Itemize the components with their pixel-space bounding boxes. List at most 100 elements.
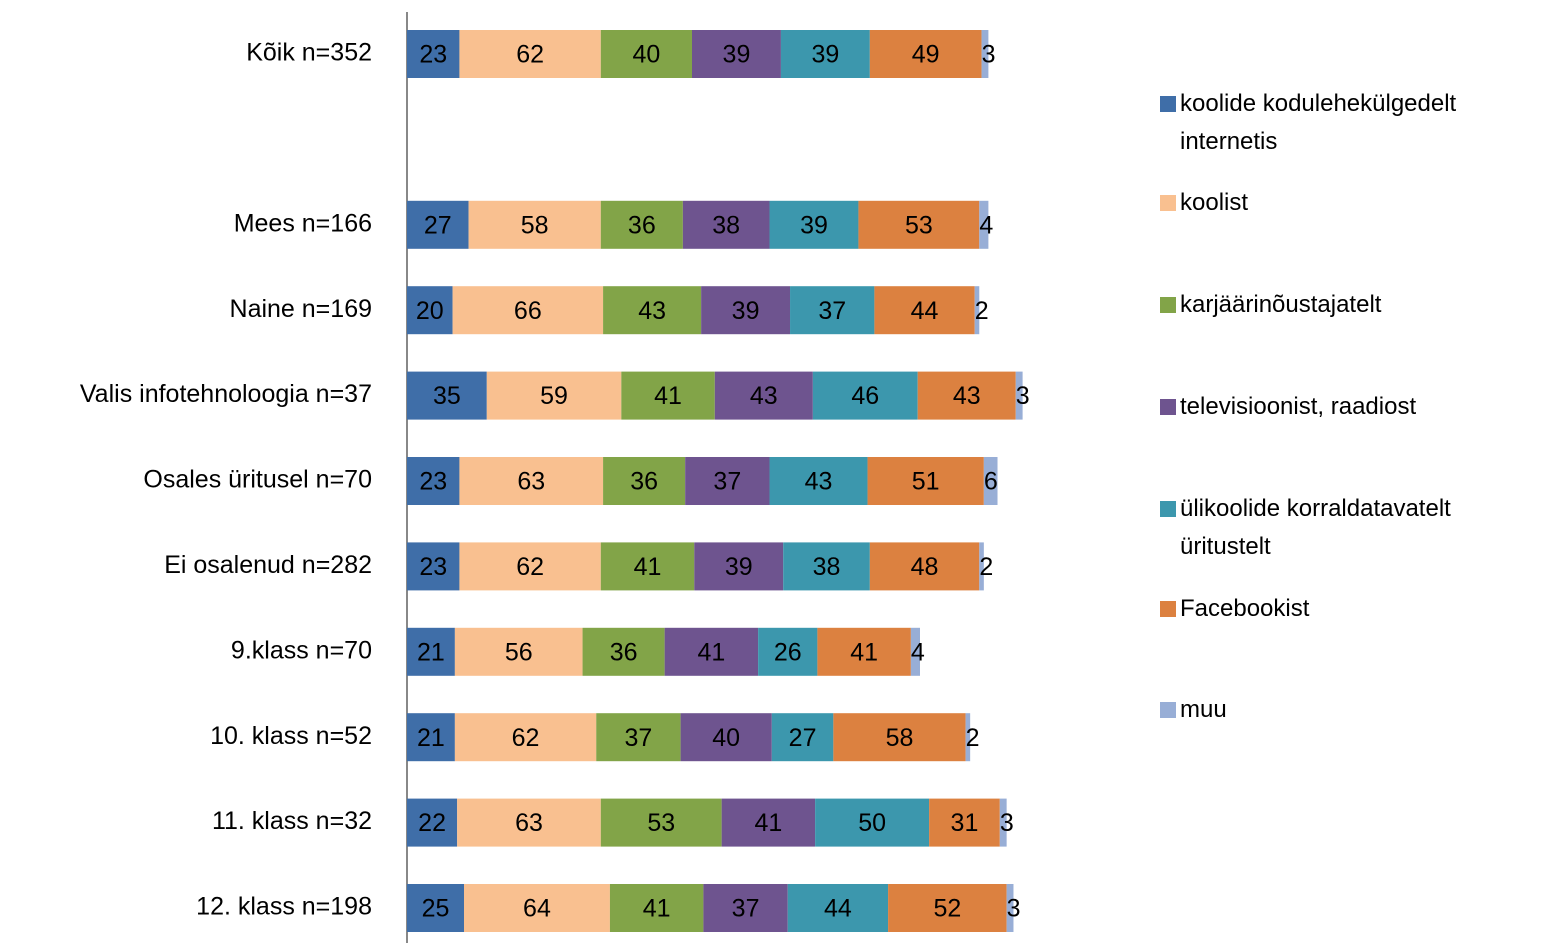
data-label: 4 [979, 211, 993, 239]
data-label: 3 [1000, 809, 1014, 837]
data-label: 4 [911, 638, 925, 666]
bar-segment [407, 286, 453, 335]
category-label: Osales üritusel n=70 [143, 466, 372, 494]
bar-segment [486, 371, 622, 420]
category-label: 12. klass n=198 [196, 893, 372, 921]
data-label: 52 [933, 895, 961, 923]
category-label: Naine n=169 [230, 295, 372, 323]
bar-segment [459, 542, 601, 591]
data-label: 38 [712, 211, 740, 239]
bar-segment [452, 286, 604, 335]
bar-segment [858, 200, 980, 249]
bar-segment [979, 542, 984, 591]
data-label: 36 [610, 638, 638, 666]
legend-swatch [1160, 501, 1176, 517]
bar-segment [783, 542, 870, 591]
legend-item: koolide kodulehekülgedelt internetis [1160, 85, 1544, 161]
data-label: 63 [517, 468, 545, 496]
data-label: 37 [625, 724, 653, 752]
bar-segment [680, 713, 772, 762]
legend-swatch [1160, 702, 1176, 718]
bar-segment [769, 457, 868, 505]
data-label: 41 [634, 553, 662, 581]
bar-segment [407, 30, 460, 78]
bar-segment [464, 884, 610, 932]
data-label: 39 [800, 211, 828, 239]
bar-segment [603, 457, 686, 505]
legend-item: Facebookist [1160, 590, 1544, 628]
bar-segment [457, 798, 601, 847]
legend-swatch [1160, 195, 1176, 211]
data-label: 41 [643, 895, 671, 923]
category-label: 10. klass n=52 [210, 722, 372, 750]
bar-segment [407, 884, 464, 932]
data-label: 2 [979, 553, 993, 581]
bar-segment [983, 457, 998, 505]
bar-segment [974, 286, 980, 335]
bar-segment [981, 30, 989, 78]
data-label: 63 [515, 809, 543, 837]
bar-segment [582, 627, 665, 676]
data-label: 2 [975, 297, 989, 325]
data-label: 2 [966, 724, 980, 752]
data-label: 51 [912, 468, 940, 496]
legend-item: karjäärinõustajatelt [1160, 286, 1544, 324]
legend-label: televisioonist, raadiost [1180, 393, 1417, 420]
category-label: Mees n=166 [234, 209, 372, 237]
bar-segment [929, 798, 1000, 847]
data-label: 36 [628, 211, 656, 239]
data-label: 3 [1016, 382, 1030, 410]
data-label: 21 [417, 724, 445, 752]
bar-segment [1006, 884, 1014, 932]
bar-segment [459, 457, 604, 505]
data-label: 3 [1007, 895, 1021, 923]
bar-segment [910, 627, 920, 676]
data-label: 31 [951, 809, 979, 837]
bar-segment [817, 627, 911, 676]
data-label: 21 [417, 638, 445, 666]
bar-segment [769, 200, 859, 249]
data-label: 43 [638, 297, 666, 325]
data-label: 37 [713, 468, 741, 496]
data-label: 46 [851, 382, 879, 410]
data-label: 6 [984, 468, 998, 496]
data-label: 53 [647, 809, 675, 837]
legend-swatch [1160, 601, 1176, 617]
bar-segment [869, 542, 980, 591]
data-label: 26 [774, 638, 802, 666]
bar-segment [407, 371, 487, 420]
bar-segment [787, 884, 889, 932]
data-label: 50 [858, 809, 886, 837]
legend-swatch [1160, 399, 1176, 415]
bar-segment [979, 200, 989, 249]
data-label: 44 [911, 297, 939, 325]
bar-segment [454, 627, 583, 676]
data-label: 25 [422, 895, 450, 923]
category-label: Ei osalenud n=282 [164, 551, 372, 579]
bar-segment [664, 627, 759, 676]
bar-segment [682, 200, 770, 249]
bar-segment [468, 200, 601, 249]
data-label: 37 [818, 297, 846, 325]
bar-segment [603, 286, 702, 335]
bar-segment [869, 30, 982, 78]
bar-segment [917, 371, 1016, 420]
data-label: 41 [850, 638, 878, 666]
data-label: 39 [723, 41, 751, 69]
bar-segment [600, 798, 722, 847]
bar-segment [621, 371, 715, 420]
bar-segment [867, 457, 984, 505]
bar-segment [758, 627, 818, 676]
data-label: 43 [805, 468, 833, 496]
bar-segment [454, 713, 597, 762]
bar-segment [1015, 371, 1023, 420]
data-label: 59 [540, 382, 568, 410]
bar-segment [459, 30, 601, 78]
bar-segment [701, 286, 791, 335]
bar-segment [888, 884, 1007, 932]
data-label: 3 [982, 41, 996, 69]
category-label: Kõik n=352 [246, 39, 372, 67]
bar-segment [780, 30, 870, 78]
data-label: 43 [750, 382, 778, 410]
